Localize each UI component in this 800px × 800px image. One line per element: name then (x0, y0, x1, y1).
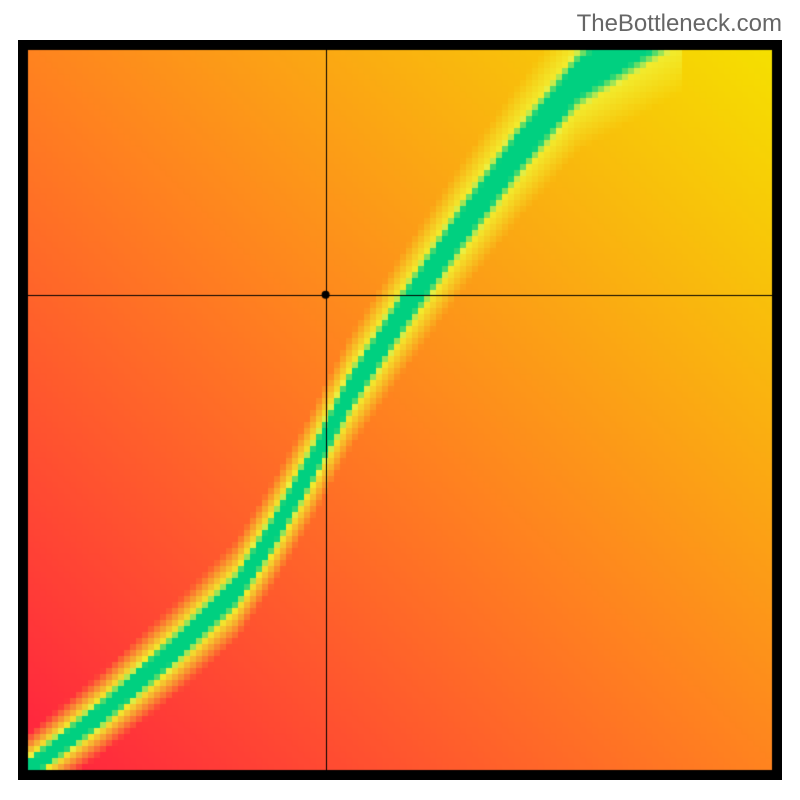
heatmap-canvas (18, 40, 782, 780)
plot-area (18, 40, 782, 780)
watermark-label: TheBottleneck.com (577, 10, 782, 38)
chart-container: TheBottleneck.com (0, 0, 800, 800)
